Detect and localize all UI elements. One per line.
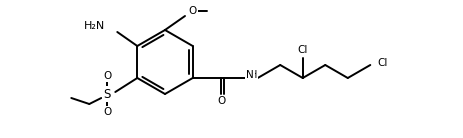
Text: O: O [188,6,197,16]
Text: Cl: Cl [297,45,307,55]
Text: O: O [217,96,225,106]
Text: O: O [103,107,111,117]
Text: H: H [250,70,257,80]
Text: Cl: Cl [376,58,387,68]
Text: O: O [103,71,111,81]
Text: H₂N: H₂N [84,21,105,31]
Text: S: S [103,87,111,100]
Text: N: N [245,70,253,80]
